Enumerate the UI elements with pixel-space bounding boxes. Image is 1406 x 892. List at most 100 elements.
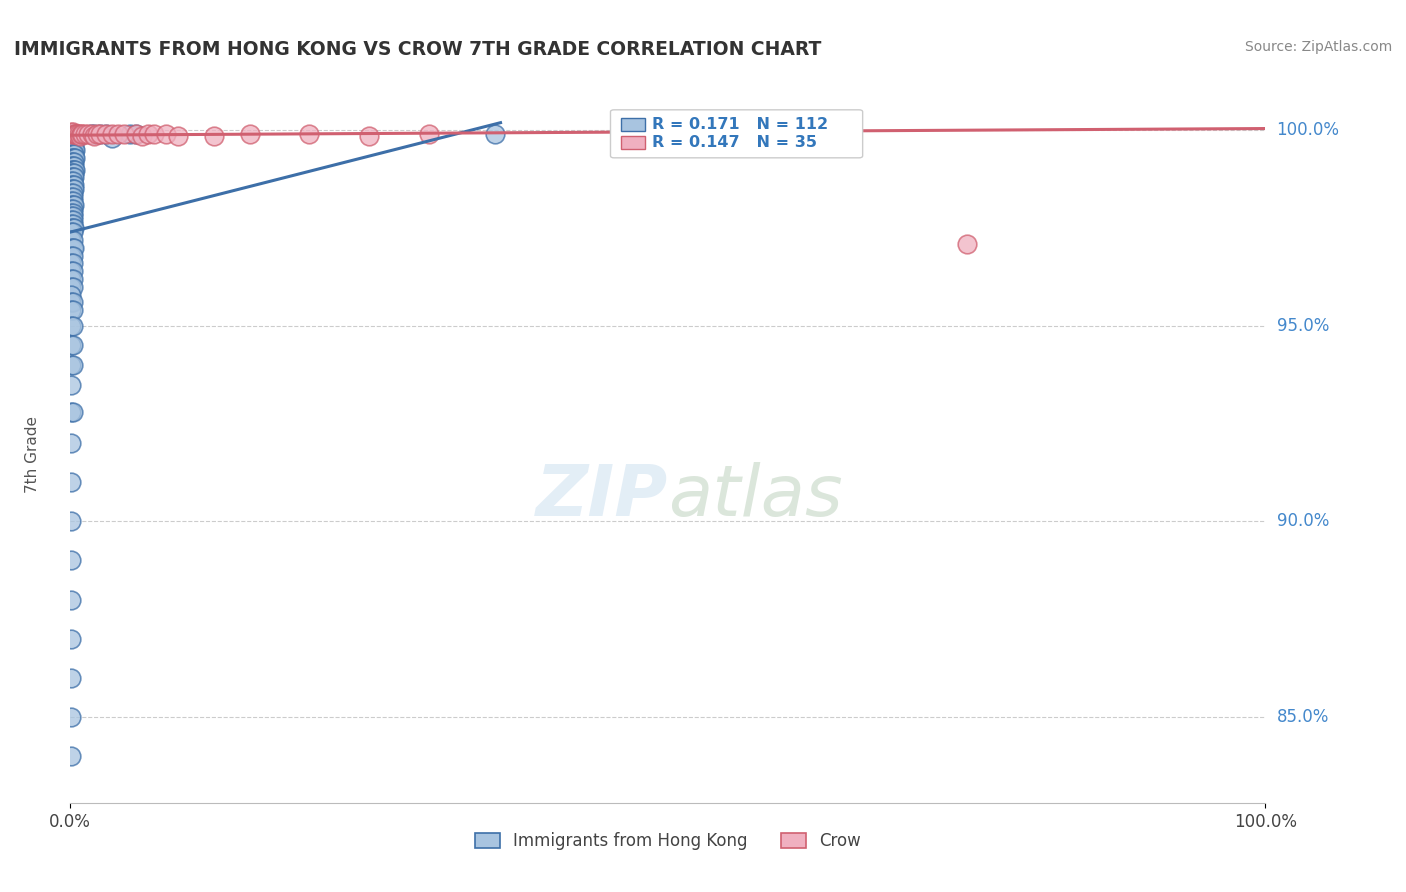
Point <box>62 256 84 270</box>
Point <box>60 194 83 208</box>
Point <box>125 128 148 142</box>
Point <box>62 143 84 157</box>
Point <box>107 128 129 142</box>
Text: R = 0.147   N = 35: R = 0.147 N = 35 <box>652 135 817 150</box>
Point <box>63 143 86 157</box>
Point <box>62 280 84 294</box>
Point <box>60 241 83 255</box>
Point <box>62 128 84 142</box>
Point <box>63 221 86 235</box>
Point <box>62 139 84 153</box>
Point <box>60 186 83 200</box>
Point <box>62 170 84 185</box>
Point <box>63 170 86 185</box>
Text: 85.0%: 85.0% <box>1277 708 1329 726</box>
Point <box>62 264 84 278</box>
Point <box>63 139 86 153</box>
Point <box>63 143 86 157</box>
Point <box>101 131 124 145</box>
Point <box>776 128 799 142</box>
Point <box>166 129 188 144</box>
Point <box>60 154 83 169</box>
Point <box>131 129 153 144</box>
Point <box>62 125 84 139</box>
Point <box>60 128 83 142</box>
Point <box>202 129 225 144</box>
Point <box>60 174 83 188</box>
Point <box>60 170 83 185</box>
Point <box>62 162 84 177</box>
Point <box>60 147 83 161</box>
Point <box>60 139 83 153</box>
Text: R = 0.171   N = 112: R = 0.171 N = 112 <box>652 117 828 132</box>
Point <box>484 128 506 142</box>
Point <box>73 128 96 142</box>
Point <box>62 182 84 196</box>
Point <box>62 205 84 219</box>
Point <box>60 249 83 263</box>
Point <box>60 182 83 196</box>
Point <box>60 178 83 193</box>
Point <box>60 217 83 231</box>
Point <box>96 128 117 142</box>
Point <box>62 178 84 193</box>
Point <box>60 143 83 157</box>
Point <box>62 131 84 145</box>
Point <box>60 475 83 490</box>
Point <box>79 128 101 142</box>
Point <box>60 748 83 763</box>
Point <box>60 221 83 235</box>
Point <box>86 128 108 142</box>
Point <box>60 358 83 372</box>
Point <box>60 377 83 392</box>
Point <box>62 272 84 286</box>
Point <box>63 154 86 169</box>
Point <box>65 128 87 142</box>
Point <box>62 221 84 235</box>
Point <box>60 159 83 173</box>
Point <box>60 233 83 247</box>
Point <box>62 159 84 173</box>
Point <box>66 128 89 142</box>
Point <box>60 225 83 239</box>
Point <box>63 162 86 177</box>
Point <box>418 128 440 142</box>
Point <box>63 151 86 165</box>
Point <box>80 128 103 142</box>
Point <box>62 210 84 224</box>
Point <box>67 128 90 142</box>
Text: Source: ZipAtlas.com: Source: ZipAtlas.com <box>1244 40 1392 54</box>
Point <box>298 128 321 142</box>
Point <box>63 131 86 145</box>
Point <box>69 129 91 144</box>
Point <box>60 205 83 219</box>
Point <box>120 128 141 142</box>
Point <box>60 318 83 333</box>
Point <box>63 128 86 142</box>
Point <box>62 303 84 318</box>
Point <box>62 213 84 227</box>
Point <box>62 225 84 239</box>
Point <box>60 125 83 139</box>
Point <box>62 318 84 333</box>
Point <box>60 210 83 224</box>
Point <box>89 128 111 142</box>
Point <box>62 190 84 204</box>
Text: atlas: atlas <box>668 462 842 531</box>
Text: 7th Grade: 7th Grade <box>24 417 39 493</box>
Point <box>62 198 84 212</box>
Point <box>89 128 111 142</box>
Point <box>62 154 84 169</box>
FancyBboxPatch shape <box>621 118 645 131</box>
Point <box>143 128 166 142</box>
Point <box>62 174 84 188</box>
Point <box>60 264 83 278</box>
Point <box>60 287 83 301</box>
Point <box>60 162 83 177</box>
Point <box>60 280 83 294</box>
FancyBboxPatch shape <box>621 136 645 149</box>
Point <box>60 202 83 216</box>
Point <box>60 198 83 212</box>
Point <box>62 338 84 352</box>
Text: 100.0%: 100.0% <box>1277 121 1340 139</box>
